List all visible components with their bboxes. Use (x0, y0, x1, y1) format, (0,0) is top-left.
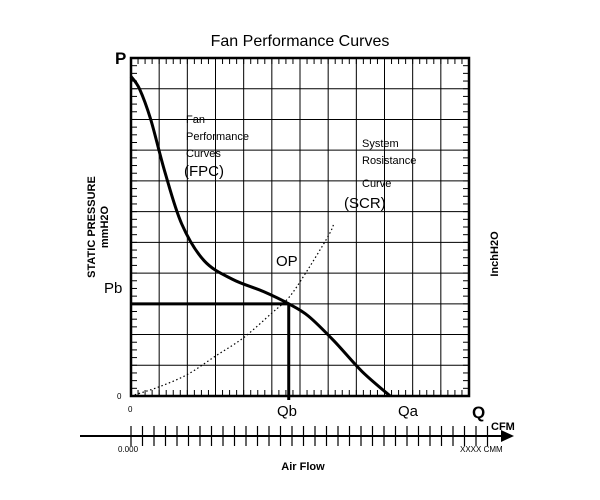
qa-label: Qa (398, 403, 419, 420)
scr-annotation-line-4: (SCR) (344, 195, 386, 212)
scr-curve (130, 223, 335, 397)
fpc-curve (129, 75, 392, 398)
origin-y-label: 0 (117, 392, 122, 401)
pb-label: Pb (104, 280, 122, 297)
fpc-annotation-line-3: Curves (186, 148, 221, 160)
y-axis-right-unit: InchH2O (489, 231, 501, 277)
y-axis-unit: mmH2O (99, 205, 111, 248)
chart-title: Fan Performance Curves (211, 33, 390, 50)
qb-label: Qb (277, 403, 297, 420)
cfm-unit-label: CFM (491, 421, 515, 433)
fpc-annotation-line-4: (FPC) (184, 163, 224, 180)
scr-annotation-line-3: Curve (362, 178, 391, 190)
operating-point-label: OP (276, 253, 298, 270)
axis-label-q: Q (472, 403, 485, 422)
frame-ticks (131, 58, 469, 396)
grid-lines (131, 58, 469, 396)
axis-label-p: P (115, 49, 126, 68)
air-flow-axis-arrowhead (501, 430, 514, 442)
fpc-annotation-line-2: Performance (186, 131, 249, 143)
y-axis-title: STATIC PRESSURE (86, 176, 98, 278)
x-axis-title: Air Flow (281, 461, 325, 473)
scr-annotation-line-1: System (362, 138, 399, 150)
chart-marks (129, 75, 392, 400)
cmm-unit-label: XXXX CMM (460, 445, 503, 454)
scr-annotation-line-2: Rosistance (362, 155, 416, 167)
fpc-annotation-line-1: Fan (186, 114, 205, 126)
x-start-label: 0.000 (118, 445, 139, 454)
origin-x-label: 0 (128, 405, 133, 414)
